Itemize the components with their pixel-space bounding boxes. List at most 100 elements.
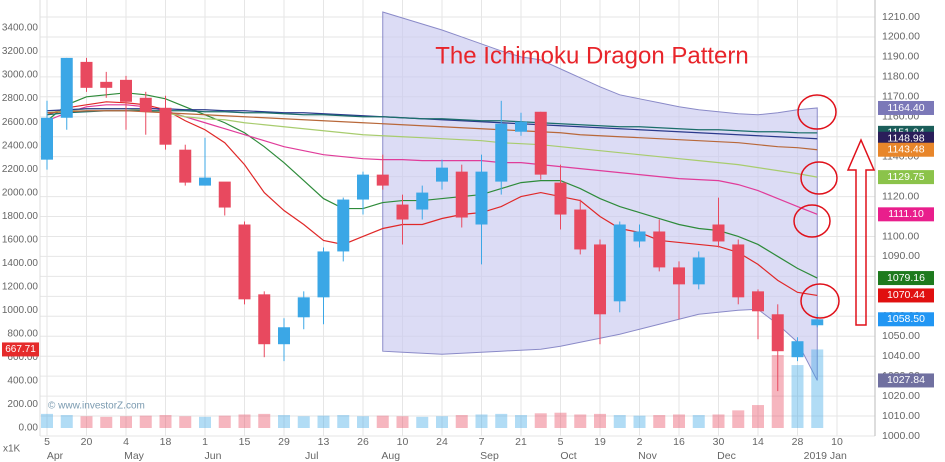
x-tick-label: 15 [239,436,251,448]
month-label: Apr [47,450,64,462]
y2-tick-label: 1200.00 [2,281,39,292]
candle-body [771,314,784,352]
candle-body [712,224,725,242]
candle-body [100,81,113,88]
x-tick-label: 13 [318,436,330,448]
candle-body [80,61,93,88]
indicator-line [46,92,818,279]
month-label: Jun [205,450,222,462]
x-tick-label: 5 [44,436,50,448]
x-tick-label: 14 [752,436,764,448]
candle-body [594,244,606,315]
y2-tick-label: 1800.00 [2,211,39,222]
month-label: 2019 Jan [804,450,847,462]
candle-body [811,319,824,326]
x-tick-label: 18 [160,436,172,448]
y2-tick-label: 400.00 [7,376,38,387]
volume-bar [534,413,547,428]
x-tick-label: 5 [558,436,564,448]
volume-bar [752,405,764,428]
candle-body [475,171,488,225]
volume-bar [554,412,567,428]
month-label: Oct [560,450,576,462]
volume-bar [811,349,824,428]
volume-bar [80,416,93,428]
y2-tick-label: 1000.00 [2,305,39,316]
candle-body [574,209,587,250]
month-label: Nov [638,450,657,462]
candle-body [258,294,271,345]
x-tick-label: 30 [713,436,725,448]
y-tick-label: 1020.00 [882,390,920,402]
volume-bar [771,355,784,428]
volume-bar [574,414,587,428]
candle-body [41,117,53,160]
y2-tick-label: 0.00 [19,423,39,434]
candle-body [534,111,547,175]
price-tag-label: 1111.10 [888,208,924,220]
candle-body [317,251,330,298]
indicator-line [46,110,818,151]
price-tag [878,170,934,185]
month-label: Aug [381,450,400,462]
volume-bar [396,416,409,428]
candle-body [238,224,251,300]
volume-unit: x1K [3,444,21,455]
x-tick-label: 24 [436,436,448,448]
y-tick-label: 1090.00 [882,250,920,262]
volume-bar [712,414,725,428]
volume-bar [41,413,53,428]
candle-body [60,57,73,118]
candle-body [357,174,369,200]
y2-tick-label: 1400.00 [2,258,39,269]
candle-body [673,267,685,285]
volume-bar [357,416,369,428]
volume-bar [416,416,429,428]
x-tick-label: 2 [637,436,643,448]
indicator-line [46,108,818,178]
price-tag-label: 1164.40 [887,102,924,114]
y-tick-label: 1050.00 [882,330,920,342]
volume-bar [317,415,330,428]
volume-bar [297,416,310,428]
candle-body [139,97,152,112]
price-tag [878,131,934,146]
volume-bar [258,413,271,428]
volume-bar [199,416,211,428]
ichimoku-cloud [382,11,818,381]
x-tick-label: 4 [123,436,129,448]
volume-bar [179,416,192,428]
volume-bar [455,415,468,428]
y-tick-label: 1170.00 [882,91,919,103]
y-tick-label: 1010.00 [882,410,920,422]
circle [800,283,840,319]
volume-bar [515,415,527,428]
candle-body [120,79,132,102]
x-tick-label: 28 [792,436,804,448]
volume-bar [278,415,290,428]
volume-bar [732,410,745,428]
y2-tick-label: 800.00 [7,329,38,340]
volume-bar [159,415,172,428]
month-label: May [124,450,145,462]
y2-tick-label: 2600.00 [2,117,39,128]
price-tag-label: 1070.44 [887,289,925,301]
candle-body [416,192,429,210]
watermark: © www.investorZ.com [48,401,145,412]
volume-bar [139,415,152,428]
candle-body [653,231,666,268]
volume-bar [238,414,251,428]
candle-body [495,123,508,182]
y2-tick-label: 200.00 [7,399,38,410]
candle-body [613,224,626,302]
x-tick-label: 20 [81,436,93,448]
volume-bar [673,414,685,428]
chart-title: The Ichimoku Dragon Pattern [435,42,749,69]
x-tick-label: 19 [594,436,606,448]
month-label: Dec [717,450,736,462]
y2-tick-label: 2200.00 [2,164,39,175]
volume-bar [653,415,666,428]
y2-tick-label: 3000.00 [2,70,39,81]
y2-tick-label: 2000.00 [2,187,39,198]
candle-body [436,167,448,182]
